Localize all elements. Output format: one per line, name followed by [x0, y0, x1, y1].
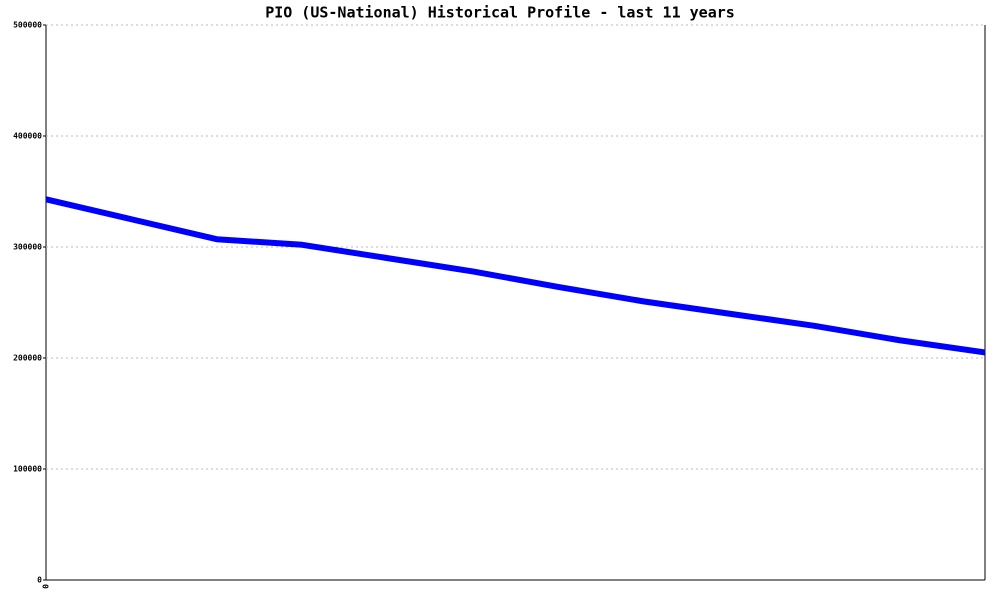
x-tick-label: 0: [42, 584, 51, 589]
chart-title: PIO (US-National) Historical Profile - l…: [265, 4, 735, 22]
data-line: [45, 196, 986, 356]
y-tick-label: 200000: [13, 354, 42, 363]
y-tick-label: 400000: [13, 132, 42, 141]
y-tick-label: 100000: [13, 465, 42, 474]
y-tick-label: 0: [37, 576, 42, 585]
y-tick-label: 500000: [13, 21, 42, 30]
y-tick-label: 300000: [13, 243, 42, 252]
